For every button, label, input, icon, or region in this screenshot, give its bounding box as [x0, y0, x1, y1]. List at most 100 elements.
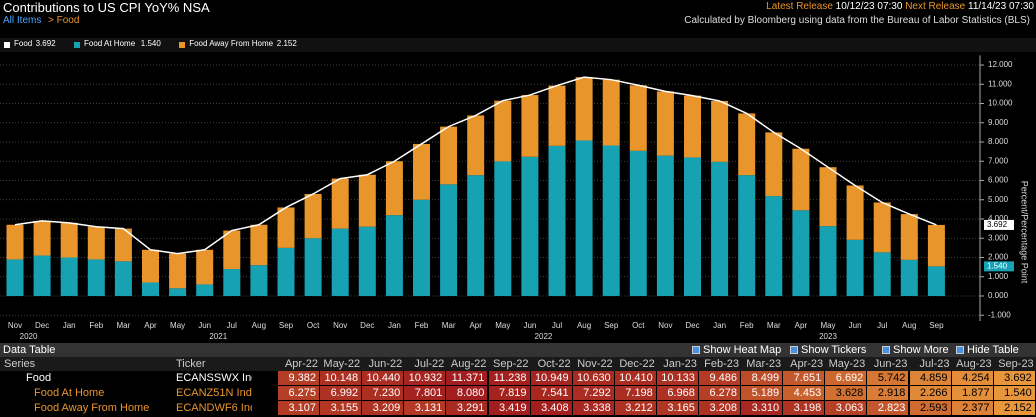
column-header: Aug-23 [956, 358, 992, 370]
x-tick-label: Sep [929, 321, 944, 330]
heat-cell: 3.419 [488, 401, 531, 415]
x-tick-label: Aug [577, 321, 591, 330]
y-tick-label: 6.000 [988, 176, 1009, 185]
x-tick-label: Jul [227, 321, 237, 330]
bar-segment [33, 255, 51, 296]
breadcrumb-root[interactable]: All Items [3, 15, 42, 26]
column-header: Ticker [176, 358, 206, 370]
title: Contributions to US CPI YoY% NSA [3, 0, 210, 15]
x-tick-label: Apr [795, 321, 808, 330]
column-header: Jul-23 [919, 358, 950, 370]
toggle-button[interactable]: Hide Table [967, 344, 1019, 356]
legend-swatch [4, 42, 10, 48]
heat-cell: 9.486 [699, 371, 741, 385]
last-value-box [984, 219, 1014, 230]
heat-cell: 5.742 [867, 371, 910, 385]
x-tick-label: Jun [523, 321, 536, 330]
heat-cell: 2.823 [867, 401, 910, 415]
column-header: Dec-22 [619, 358, 655, 370]
column-header: Series [4, 358, 36, 370]
ticker: ECANZ51N Index [176, 386, 252, 400]
series-name[interactable]: Food Away From Home [34, 402, 150, 414]
y-tick-label: 2.000 [988, 253, 1009, 262]
bar-segment [413, 143, 430, 200]
legend-label: Food Away From Home [189, 39, 274, 48]
column-header: May-23 [828, 358, 866, 370]
x-tick-label: Sep [279, 321, 294, 330]
source: Calculated by Bloomberg using data from … [684, 15, 1030, 26]
heat-cell: 6.692 [825, 371, 868, 385]
column-header: Jun-23 [873, 358, 908, 370]
next-release-label: Next Release [905, 1, 966, 12]
x-tick-label: Aug [252, 321, 266, 330]
breadcrumb-leaf: > Food [48, 15, 80, 26]
toggle-button[interactable]: Show Heat Map [703, 344, 782, 356]
ticker: ECANSSWX Index [176, 371, 252, 385]
x-tick-label: Jun [849, 321, 862, 330]
bar-segment [684, 95, 701, 158]
data-table: Data Table Hide Table Show More Show Ticker… [0, 343, 1036, 417]
table-title: Data Table [3, 344, 56, 356]
heat-cell: 7.198 [614, 386, 657, 400]
bar-segment [250, 265, 268, 296]
bar-segment [656, 155, 674, 296]
x-tick-label: Dec [35, 321, 49, 330]
y-tick-label: 0.000 [988, 291, 1009, 300]
heat-cell: 3.209 [362, 401, 405, 415]
bar-segment [6, 224, 24, 260]
x-tick-label: Jan [63, 321, 76, 330]
heat-cell: 7.230 [362, 386, 405, 400]
bar-segment [223, 230, 241, 270]
bar-segment [792, 148, 810, 211]
line [14, 76, 937, 255]
bar-segment [142, 249, 159, 283]
column-header: Jun-22 [368, 358, 403, 370]
bar-segment [304, 193, 322, 239]
heat-cell: 2.593 [909, 401, 952, 415]
bar-segment [927, 224, 945, 267]
heat-cell: 2.377 [951, 401, 994, 415]
bar-segment [250, 224, 268, 266]
column-header: Jan-23 [663, 358, 697, 370]
checkbox[interactable] [790, 346, 798, 354]
x-tick-label: Feb [415, 321, 429, 330]
series-name[interactable]: Food At Home [34, 387, 105, 399]
bar-segment [467, 115, 485, 176]
toggle-button[interactable]: Show Tickers [801, 344, 867, 356]
x-tick-label: May [170, 321, 185, 330]
heat-cell: 4.453 [783, 386, 826, 400]
chart: Percent/Percentage Point -1.000 0.000 1.00… [0, 55, 1030, 341]
heat-cell: 3.165 [656, 401, 699, 415]
x-tick-label: Feb [740, 321, 754, 330]
bar-segment [440, 184, 458, 296]
heat-cell: 3.063 [825, 401, 868, 415]
column-header: Aug-22 [450, 358, 487, 370]
heat-cell: 9.382 [278, 371, 320, 385]
bar-segment [548, 145, 566, 296]
column-header: Apr-22 [284, 358, 318, 370]
heat-cell: 8.080 [446, 386, 489, 400]
column-header: Oct-22 [537, 358, 571, 370]
toggle-button[interactable]: Show More [893, 344, 949, 356]
bar-segment [846, 239, 864, 296]
checkbox[interactable] [956, 346, 964, 354]
heat-cell: 3.408 [530, 401, 573, 415]
heat-cell: 6.278 [699, 386, 741, 400]
x-tick-label: Nov [8, 321, 22, 330]
bar-segment [114, 261, 132, 296]
legend-value: 3.692 [35, 39, 56, 48]
x-tick-label: Mar [767, 321, 781, 330]
series-name[interactable]: Food [26, 372, 52, 384]
legend-swatch [179, 42, 186, 48]
checkbox[interactable] [692, 346, 700, 354]
legend-value: 1.540 [140, 39, 161, 48]
y-tick-label: 5.000 [988, 195, 1009, 204]
column-header: Sep-23 [998, 358, 1034, 370]
bar-segment [819, 167, 837, 227]
x-tick-label: Oct [307, 321, 320, 330]
bar-segment [385, 161, 403, 216]
checkbox[interactable] [882, 346, 890, 354]
bar-segment [521, 156, 539, 296]
y-tick-label: 1.000 [988, 272, 1009, 281]
column-header: Mar-23 [746, 358, 782, 370]
